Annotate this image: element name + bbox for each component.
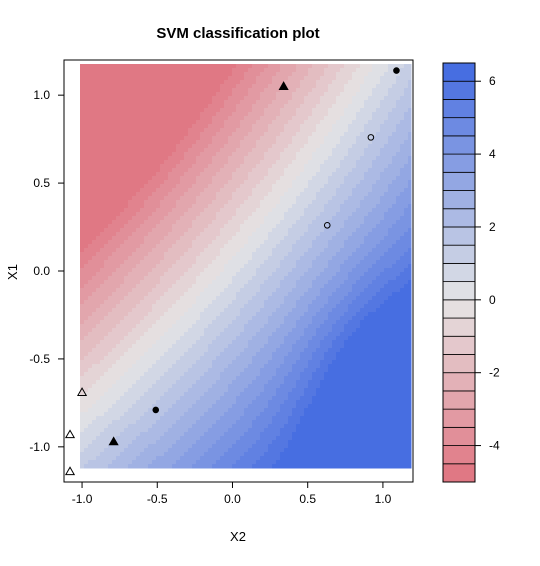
colorbar-band (443, 373, 475, 391)
colorbar-tick-label: -2 (489, 366, 500, 380)
colorbar-band (443, 209, 475, 227)
data-point-circle (153, 407, 159, 413)
y-tick-label: 0.5 (33, 176, 50, 190)
colorbar: -4 -2 0 2 4 6 (443, 63, 500, 482)
colorbar-band (443, 464, 475, 482)
x-tick-label: -0.5 (147, 492, 168, 506)
data-point-triangle (66, 467, 74, 474)
colorbar-band (443, 227, 475, 245)
colorbar-tick-label: -4 (489, 439, 500, 453)
colorbar-band (443, 136, 475, 154)
colorbar-band (443, 446, 475, 464)
colorbar-band (443, 172, 475, 190)
colorbar-band (443, 191, 475, 209)
colorbar-band (443, 154, 475, 172)
x-tick-label: 1.0 (375, 492, 392, 506)
colorbar-band (443, 282, 475, 300)
x-axis-label: X2 (230, 529, 246, 544)
colorbar-band (443, 118, 475, 136)
chart-title: SVM classification plot (156, 25, 319, 42)
colorbar-band (443, 354, 475, 372)
colorbar-band (443, 336, 475, 354)
y-tick-label: -1.0 (29, 440, 50, 454)
y-tick-label: 0.0 (33, 264, 50, 278)
data-point-circle (394, 68, 400, 74)
colorbar-tick-label: 2 (489, 220, 496, 234)
colorbar-band (443, 427, 475, 445)
colorbar-tick-label: 6 (489, 74, 496, 88)
colorbar-band (443, 245, 475, 263)
colorbar-band (443, 81, 475, 99)
colorbar-band (443, 99, 475, 117)
colorbar-band (443, 300, 475, 318)
colorbar-band (443, 409, 475, 427)
x-tick-label: 0.0 (224, 492, 241, 506)
x-tick-label: -1.0 (72, 492, 93, 506)
colorbar-band (443, 263, 475, 281)
colorbar-tick-label: 0 (489, 293, 496, 307)
colorbar-band (443, 391, 475, 409)
data-point-triangle (66, 430, 74, 437)
y-axis-label: X1 (5, 264, 20, 280)
y-tick-label: -0.5 (29, 352, 50, 366)
colorbar-band (443, 318, 475, 336)
colorbar-tick-label: 4 (489, 147, 496, 161)
decision-surface (80, 64, 412, 469)
y-tick-label: 1.0 (33, 88, 50, 102)
x-tick-label: 0.5 (299, 492, 316, 506)
colorbar-band (443, 63, 475, 81)
